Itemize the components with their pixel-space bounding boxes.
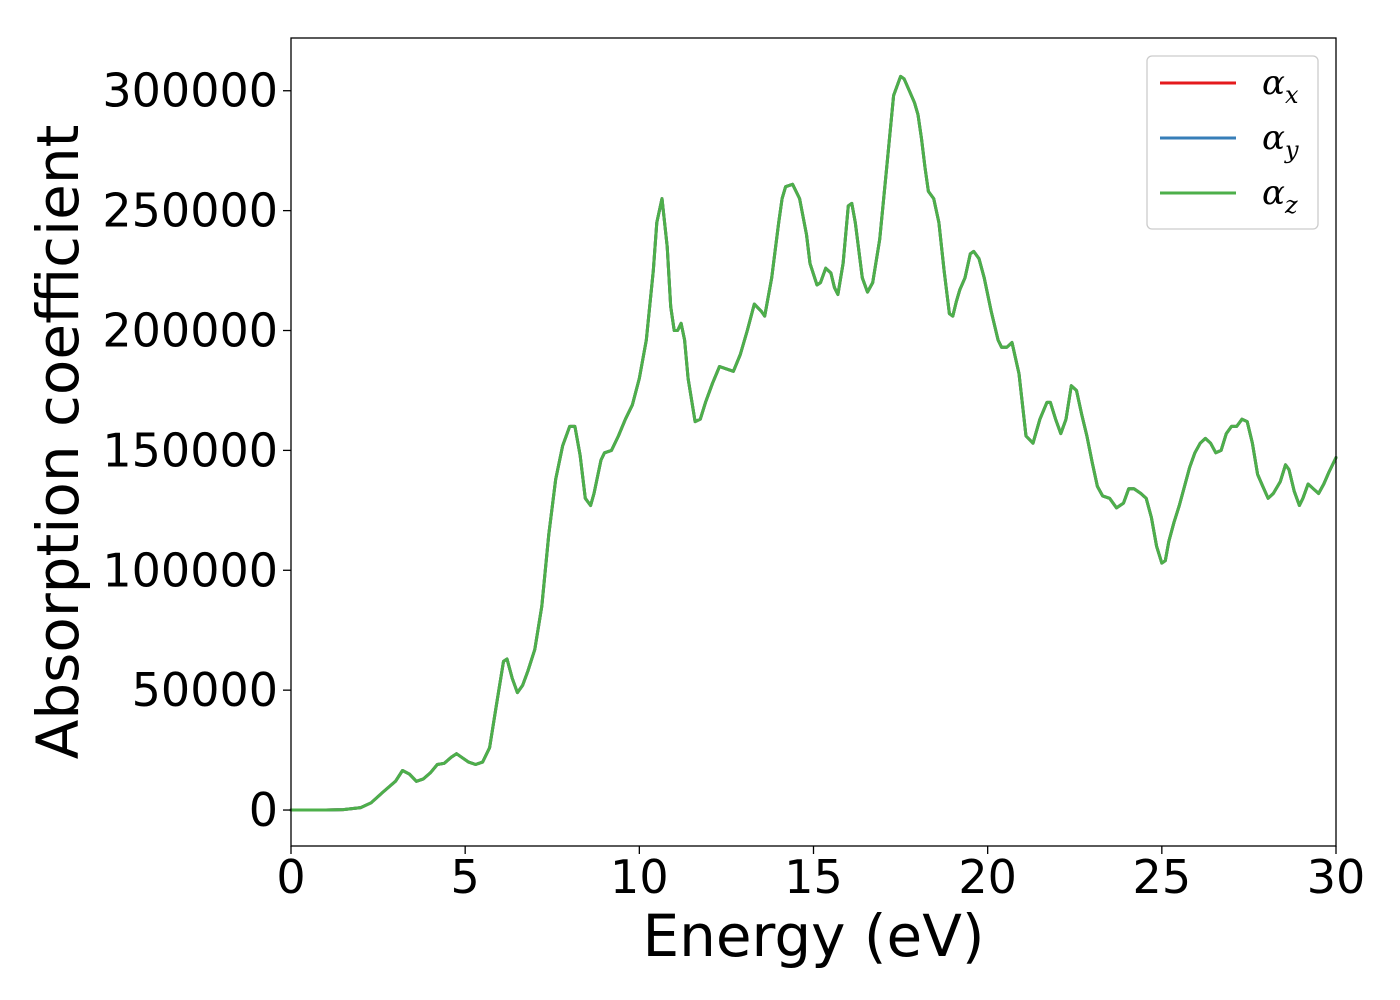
x-tick-label: 25 bbox=[1133, 850, 1192, 904]
legend-entry-y: αy bbox=[1262, 118, 1299, 164]
y-axis: 0 50000 100000 150000 200000 250000 300000 bbox=[102, 64, 291, 837]
x-tick-label: 30 bbox=[1307, 850, 1366, 904]
y-tick-label: 0 bbox=[249, 783, 278, 837]
x-tick-label: 10 bbox=[610, 850, 669, 904]
y-tick-label: 50000 bbox=[132, 663, 278, 717]
x-tick-label: 5 bbox=[451, 850, 480, 904]
x-axis: 0 5 10 15 20 25 30 bbox=[276, 846, 1365, 904]
y-tick-label: 250000 bbox=[102, 184, 278, 238]
legend-entry-x: αx bbox=[1262, 63, 1299, 109]
y-axis-label: Absorption coefficient bbox=[24, 125, 92, 760]
y-tick-label: 100000 bbox=[102, 543, 278, 597]
legend-entry-z: αz bbox=[1262, 173, 1298, 219]
x-tick-label: 0 bbox=[276, 850, 305, 904]
series-layer bbox=[289, 74, 1338, 812]
y-tick-label: 300000 bbox=[102, 64, 278, 118]
x-tick-label: 20 bbox=[958, 850, 1017, 904]
x-tick-label: 15 bbox=[784, 850, 843, 904]
x-axis-label: Energy (eV) bbox=[642, 902, 984, 970]
y-tick-label: 150000 bbox=[102, 423, 278, 477]
series-line-z bbox=[289, 74, 1338, 812]
y-tick-label: 200000 bbox=[102, 304, 278, 358]
legend: αx αy αz bbox=[1146, 55, 1319, 230]
legend-box bbox=[1146, 55, 1319, 230]
